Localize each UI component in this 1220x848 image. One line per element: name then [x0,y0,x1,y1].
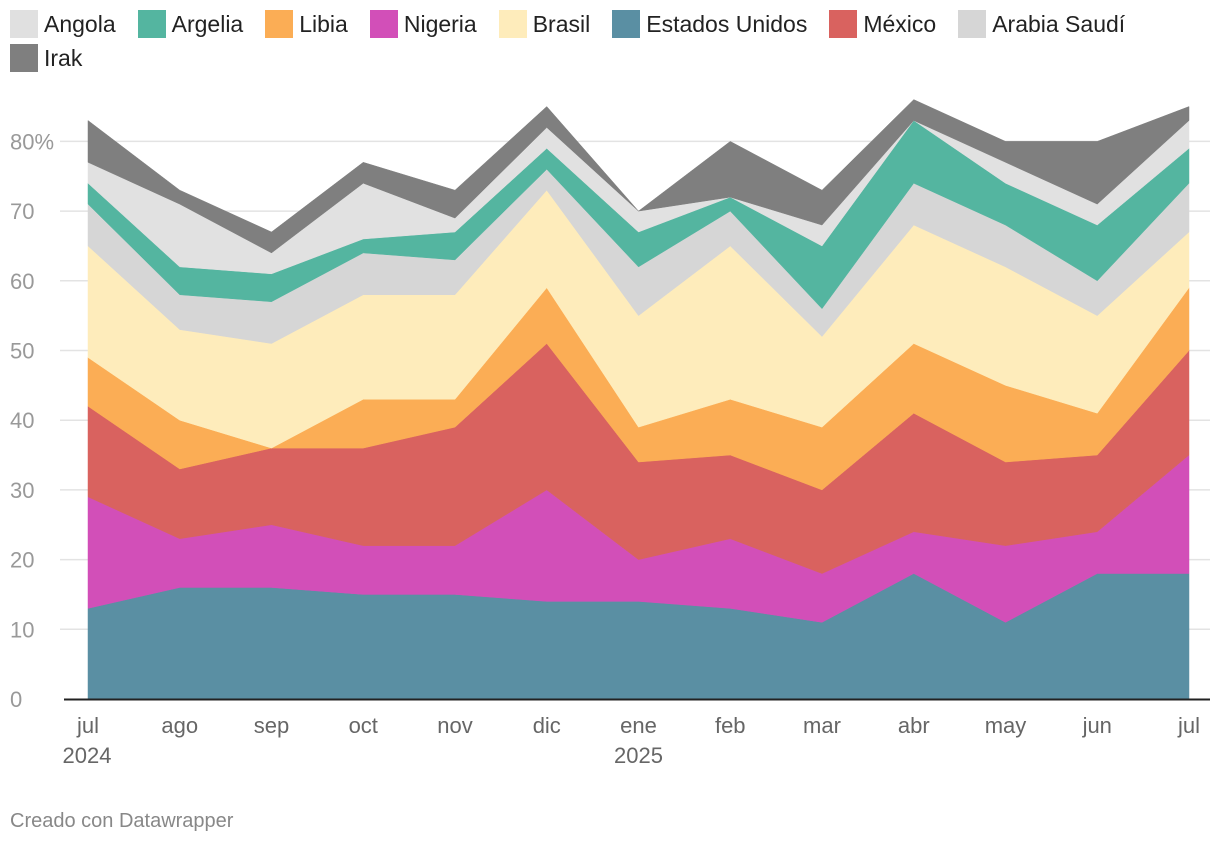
area-series [87,99,1190,254]
legend-label: Libia [299,10,348,37]
x-tick-label: mar [803,713,841,738]
chart-legend: Angola Argelia Libia Nigeria Brasil Estados U… [10,10,1210,72]
y-tick-label: 30 [10,478,34,503]
legend-item: Arabia Saudí [958,10,1125,38]
legend-item: Angola [10,10,116,38]
x-tick-label: sep [254,713,289,738]
x-year-label: 2025 [614,743,663,768]
legend-swatch [829,10,858,38]
legend-swatch [612,10,641,38]
y-tick-label: 40 [10,408,34,433]
y-tick-label: 20 [10,548,34,573]
x-tick-label: ago [161,713,198,738]
y-tick-label: 0 [10,687,22,712]
legend-label: Arabia Saudí [992,10,1126,37]
x-tick-label: ene [620,713,657,738]
y-tick-label: 60 [10,269,34,294]
x-tick-label: jul [1177,713,1200,738]
x-tick-label: oct [349,713,378,738]
x-tick-label: dic [533,713,561,738]
legend-swatch [10,10,38,38]
footer-credit: Creado con Datawrapper [10,810,234,832]
y-tick-label: 10 [10,617,34,642]
x-year-label: 2024 [63,743,112,768]
legend-swatch [10,44,38,72]
legend-label: Angola [44,10,116,37]
legend-item: México [829,10,936,38]
legend-label: Nigeria [403,10,477,37]
legend-swatch [265,10,294,38]
y-tick-label: 50 [10,339,34,364]
legend-item: Brasil [498,10,591,38]
y-tick-label: 80% [10,129,54,154]
legend-item: Estados Unidos [612,10,807,38]
x-tick-label: feb [715,713,746,738]
x-tick-label: may [985,713,1027,738]
legend-label: México [863,10,937,37]
legend-item: Irak [10,44,82,72]
legend-item: Nigeria [369,10,477,38]
legend-swatch [498,10,527,38]
legend-label: Irak [44,44,83,71]
legend-item: Argelia [137,10,244,38]
legend-swatch [369,10,398,38]
x-tick-label: nov [437,713,472,738]
legend-label: Brasil [532,10,591,37]
legend-swatch [137,10,166,38]
legend-label: Argelia [171,10,244,37]
x-tick-label: abr [898,713,930,738]
legend-swatch [958,10,987,38]
x-tick-label: jun [1082,713,1112,738]
legend-label: Estados Unidos [646,10,808,37]
x-tick-label: jul [76,713,99,738]
legend-item: Libia [265,10,348,38]
y-tick-label: 70 [10,199,34,224]
